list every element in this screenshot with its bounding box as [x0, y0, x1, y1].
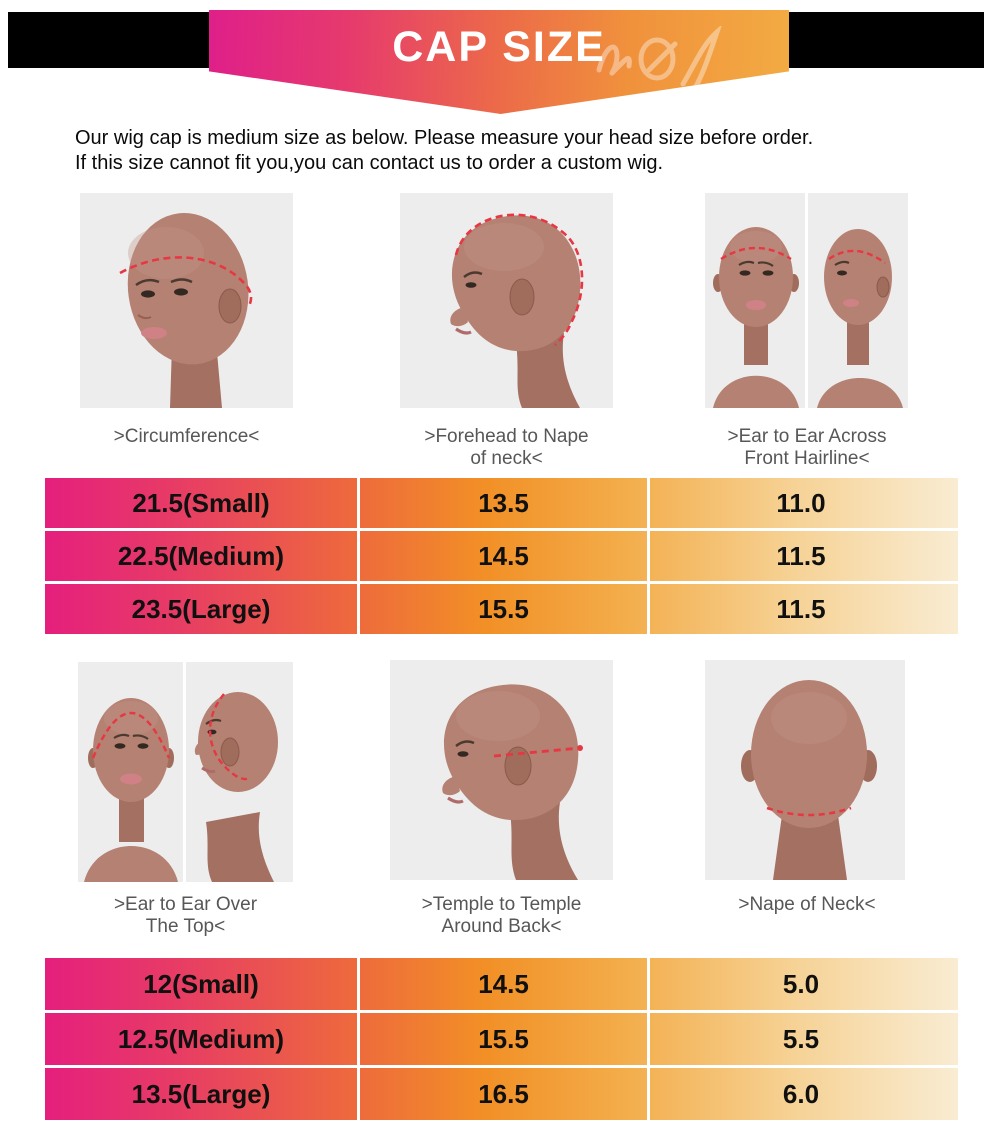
table-row: 13.5(Large) 16.5 6.0 — [45, 1068, 958, 1120]
table-cell: 13.5 — [357, 478, 647, 528]
table-cell: 23.5(Large) — [131, 593, 271, 624]
caption-line: >Circumference< — [113, 426, 260, 447]
mannequin-forehead-nape-image — [400, 193, 613, 408]
script-watermark-icon — [596, 26, 723, 91]
figure-ear-to-ear-front-hairline — [705, 193, 908, 408]
figure-circumference — [80, 193, 293, 408]
caption-circumference: >Circumference< — [80, 426, 293, 448]
figure-ear-to-ear-over-top — [78, 662, 293, 882]
table-cell: 22.5(Medium) — [117, 540, 285, 571]
left-black-bar — [8, 12, 209, 68]
ribbon-banner: CAP SIZE — [209, 10, 789, 114]
table-cell: 21.5(Small) — [132, 487, 270, 518]
caption-line: >Ear to Ear Across — [727, 426, 887, 447]
table-row: 21.5(Small) 13.5 11.0 — [45, 478, 958, 528]
table-cell: 5.0 — [647, 958, 952, 1010]
caption-line: Around Back< — [441, 915, 562, 937]
mannequin-temple-to-temple-image — [390, 660, 613, 880]
table-cell: 11.5 — [647, 584, 952, 634]
table-cell: 16.5 — [357, 1068, 647, 1120]
caption-line: Front Hairline< — [744, 447, 870, 469]
figure-nape-of-neck — [705, 660, 905, 880]
mannequin-circumference-image — [80, 193, 293, 408]
table-cell: 11.5 — [647, 531, 952, 581]
caption-line: The Top< — [145, 915, 226, 937]
caption-line: of neck< — [470, 447, 543, 469]
caption-nape-of-neck: >Nape of Neck< — [697, 894, 917, 916]
page-title: CAP SIZE — [392, 23, 606, 71]
table-cell: 5.5 — [647, 1013, 952, 1065]
caption-ear-to-ear-front: >Ear to Ear Across Front Hairline< — [697, 426, 917, 469]
intro-line-2: If this size cannot fit you,you can cont… — [75, 152, 664, 174]
intro-line-1: Our wig cap is medium size as below. Ple… — [75, 127, 814, 149]
right-black-bar — [789, 12, 984, 68]
cap-size-table-bottom: 12(Small) 14.5 5.0 12.5(Medium) 15.5 5.5… — [45, 958, 958, 1123]
mannequin-ear-to-ear-front-image — [705, 193, 908, 408]
figure-temple-to-temple — [390, 660, 613, 880]
table-row: 12(Small) 14.5 5.0 — [45, 958, 958, 1010]
caption-ear-to-ear-over-top: >Ear to Ear Over The Top< — [78, 894, 293, 937]
table-cell: 12.5(Medium) — [117, 1023, 285, 1054]
caption-temple-to-temple: >Temple to Temple Around Back< — [385, 894, 618, 937]
caption-line: >Ear to Ear Over — [113, 894, 258, 915]
table-row: 23.5(Large) 15.5 11.5 — [45, 584, 958, 634]
caption-line: >Nape of Neck< — [738, 894, 876, 915]
table-cell: 12(Small) — [143, 968, 259, 999]
table-cell: 13.5(Large) — [131, 1078, 271, 1109]
table-cell: 11.0 — [647, 478, 952, 528]
table-row: 12.5(Medium) 15.5 5.5 — [45, 1013, 958, 1065]
mannequin-ear-to-ear-over-top-image — [78, 662, 293, 882]
table-cell: 6.0 — [647, 1068, 952, 1120]
caption-line: >Forehead to Nape — [424, 426, 589, 447]
table-cell: 15.5 — [357, 1013, 647, 1065]
caption-forehead-to-nape: >Forehead to Nape of neck< — [388, 426, 625, 469]
table-row: 22.5(Medium) 14.5 11.5 — [45, 531, 958, 581]
table-cell: 14.5 — [357, 531, 647, 581]
table-cell: 15.5 — [357, 584, 647, 634]
cap-size-table-top: 21.5(Small) 13.5 11.0 22.5(Medium) 14.5 … — [45, 478, 958, 637]
caption-line: >Temple to Temple — [421, 894, 582, 915]
mannequin-nape-of-neck-image — [705, 660, 905, 880]
intro-text: Our wig cap is medium size as below. Ple… — [75, 126, 813, 176]
figure-forehead-to-nape — [400, 193, 613, 408]
table-cell: 14.5 — [357, 958, 647, 1010]
